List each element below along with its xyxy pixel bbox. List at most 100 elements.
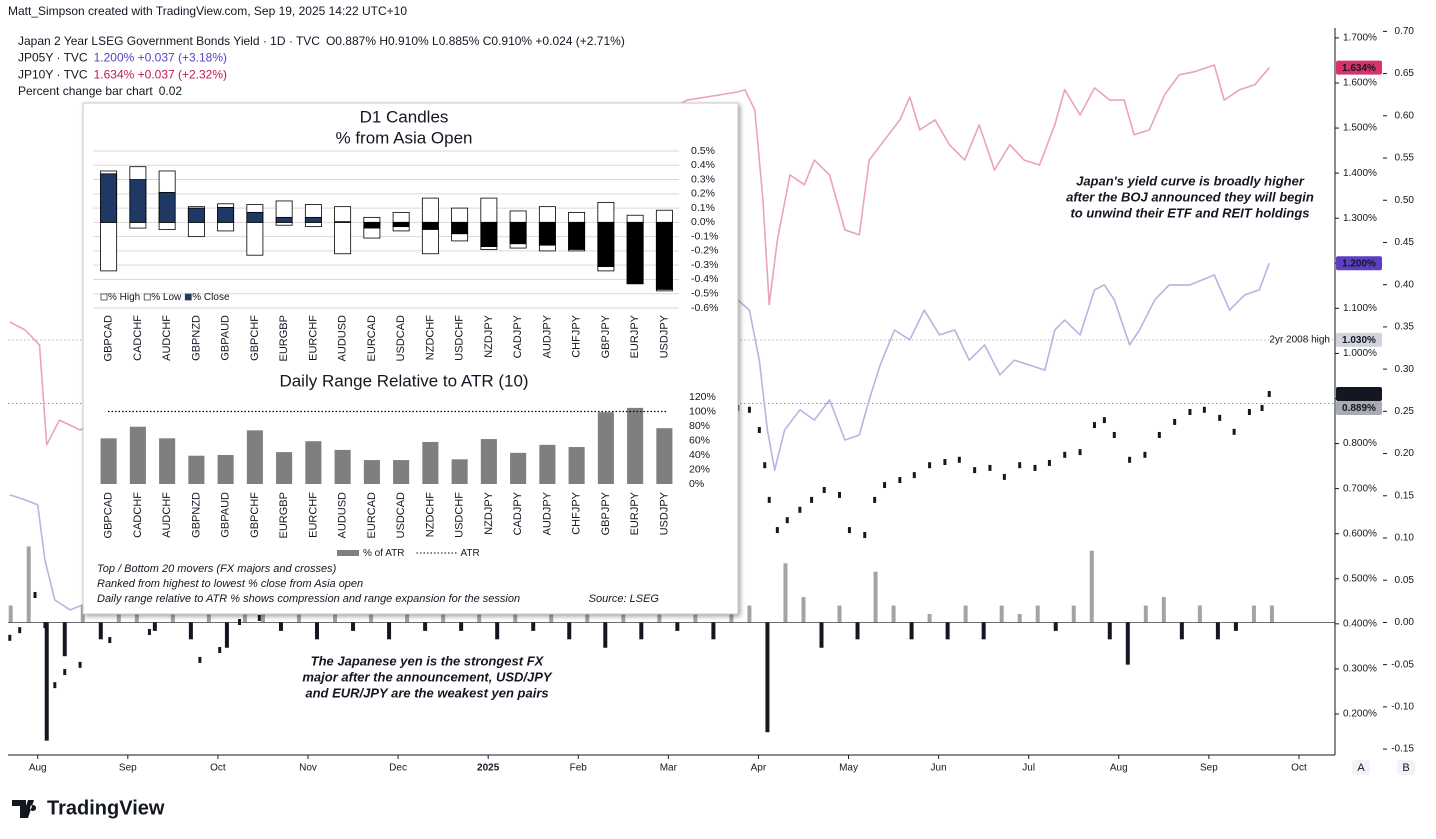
change-bar — [981, 622, 986, 640]
change-bar — [855, 622, 860, 640]
close-bar — [187, 207, 205, 223]
candle-marker — [838, 491, 842, 498]
legend-value: O0.887% H0.910% L0.885% C0.910% +0.024 (… — [326, 34, 625, 48]
change-bar — [152, 622, 157, 631]
change-bar — [873, 571, 878, 623]
atr-bar — [627, 407, 644, 484]
change-bar — [1233, 622, 1238, 631]
tradingview-logo: TradingView — [12, 797, 165, 819]
change-bar — [1143, 605, 1148, 623]
change-bar — [783, 563, 788, 623]
y-tick-label: 0.3% — [691, 173, 715, 185]
price-label-box — [1336, 400, 1382, 415]
close-bar — [626, 221, 644, 285]
yield-line — [9, 263, 1270, 611]
category-label: AUDUSD — [337, 315, 349, 362]
change-bar — [333, 613, 338, 623]
legend-label: % Close — [192, 292, 230, 303]
change-bar — [8, 605, 13, 623]
atr-bar — [100, 438, 117, 484]
change-bar — [1107, 622, 1112, 640]
price-label: 1.634% — [1342, 63, 1376, 74]
close-bar — [363, 221, 381, 229]
x-tick-label: Jul — [1022, 763, 1035, 774]
source: Source: LSEG — [589, 593, 660, 605]
candle-marker — [238, 619, 242, 626]
candle-marker — [1247, 409, 1251, 416]
atr-bar — [276, 452, 293, 484]
category-label: GBPCHF — [249, 492, 261, 538]
candle-marker — [1202, 406, 1206, 413]
y-tick-label: 0% — [689, 478, 704, 490]
category-label: GBPJPY — [600, 314, 612, 358]
change-bar — [1215, 622, 1220, 640]
legend-swatch — [143, 293, 151, 301]
change-bar — [801, 597, 806, 623]
y-tick-label: -0.2% — [691, 245, 718, 257]
category-label: USDCAD — [395, 492, 407, 539]
category-label: USDCHF — [454, 492, 466, 538]
change-bar — [206, 613, 211, 623]
price-label-box — [1336, 256, 1382, 271]
candle-marker — [1102, 417, 1106, 424]
close-bar — [597, 221, 615, 268]
change-bar — [369, 613, 374, 623]
y2-tick-label: 0.65 — [1395, 68, 1415, 79]
annotation: after the BOJ announced they will begin — [1066, 189, 1314, 204]
scale-button[interactable] — [1352, 760, 1370, 775]
change-bar — [441, 613, 446, 623]
candle-marker — [78, 661, 82, 668]
close-bar — [568, 221, 586, 250]
change-bar — [1161, 597, 1166, 623]
legend-entry: Japan 2 Year LSEG Government Bonds Yield… — [18, 34, 625, 48]
scale-button[interactable] — [1397, 760, 1415, 775]
y2-tick-label: 0.25 — [1395, 406, 1415, 417]
candle-marker — [767, 496, 771, 503]
annotation: to unwind their ETF and REIT holdings — [1070, 205, 1309, 220]
legend-value: 1.200% +0.037 (+3.18%) — [94, 51, 227, 65]
y2-tick-label: 0.30 — [1395, 364, 1415, 375]
change-bar — [1269, 605, 1274, 623]
atr-bar — [305, 441, 322, 484]
change-bar — [405, 613, 410, 623]
change-bar — [747, 605, 752, 623]
high-bar — [421, 197, 439, 223]
change-bar — [693, 613, 698, 623]
category-label: EURJPY — [629, 491, 641, 535]
high-bar — [538, 206, 556, 223]
category-label: NZDJPY — [483, 491, 495, 534]
low-bar — [304, 221, 322, 228]
legend-entry: JP10Y · TVC 1.634% +0.037 (+2.32%) — [18, 68, 227, 82]
category-label: GBPCAD — [103, 492, 115, 539]
y-tick-label: 120% — [689, 391, 716, 403]
atr-bar — [597, 412, 614, 484]
y-tick-label: 0.1% — [691, 202, 715, 214]
change-bar — [1017, 613, 1022, 623]
change-bar — [621, 613, 626, 623]
category-label: AUDJPY — [541, 491, 553, 535]
change-bar — [495, 622, 500, 640]
change-bar — [963, 605, 968, 623]
candle-marker — [1063, 451, 1067, 458]
category-label: CHFJPY — [571, 491, 583, 534]
close-bar — [421, 221, 439, 230]
change-bar — [1125, 622, 1130, 665]
y2-tick-label: 0.40 — [1395, 279, 1415, 290]
scale-button-label[interactable]: B — [1402, 762, 1409, 774]
close-bar — [392, 221, 410, 228]
candle-marker — [1018, 462, 1022, 469]
legend-label: ATR — [461, 548, 480, 559]
annotation: major after the announcement, USD/JPY — [302, 669, 553, 684]
close-bar — [246, 211, 264, 223]
change-bar — [1089, 550, 1094, 623]
atr-bar — [422, 441, 439, 484]
candle-marker — [747, 406, 751, 413]
chart-title: D1 Candles — [360, 107, 449, 126]
y-tick-label: 0.0% — [691, 216, 715, 228]
change-bar — [549, 613, 554, 623]
scale-button-label[interactable]: A — [1357, 762, 1365, 774]
close-bar — [304, 216, 322, 223]
y-tick-label: 1.100% — [1343, 303, 1377, 314]
category-label: USDCAD — [395, 315, 407, 362]
y-tick-label: 0.300% — [1343, 664, 1377, 675]
